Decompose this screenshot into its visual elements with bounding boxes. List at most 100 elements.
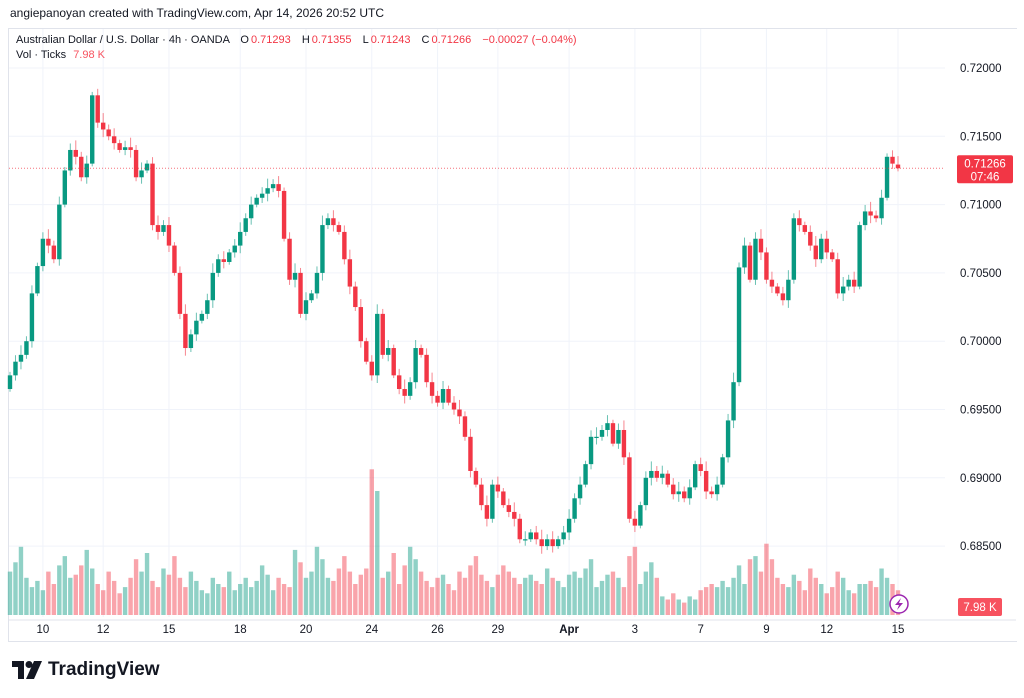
candle-body	[676, 491, 681, 495]
candle	[325, 213, 331, 230]
candle-body	[605, 423, 610, 430]
candle	[270, 179, 276, 193]
candle	[731, 372, 736, 429]
volume-tag-value: 7.98 K	[963, 602, 997, 614]
candle	[166, 217, 172, 253]
candle-body	[188, 334, 194, 349]
candle-body	[325, 218, 331, 226]
candle-body	[347, 259, 353, 287]
candle-body	[725, 420, 731, 458]
candle-body	[561, 532, 566, 540]
volume-bar	[484, 580, 490, 615]
volume-bar	[347, 571, 353, 615]
lightning-icon[interactable]	[889, 594, 909, 614]
candle-body	[758, 238, 764, 253]
volume-bar	[342, 556, 347, 615]
candle	[649, 461, 654, 486]
candle-body	[292, 272, 298, 280]
candle-body	[248, 204, 254, 219]
volume-bar	[386, 571, 391, 615]
volume-bar	[133, 559, 139, 615]
volume-bar	[309, 571, 314, 615]
candle	[435, 390, 440, 407]
volume-bar	[884, 577, 890, 615]
candle-body	[610, 423, 616, 444]
candle	[528, 529, 533, 543]
close-value: 0.71266	[431, 34, 472, 46]
candle	[35, 262, 40, 297]
candle-body	[7, 375, 13, 390]
candle-body	[298, 272, 303, 314]
candle	[106, 124, 111, 141]
candle	[205, 293, 210, 320]
candle-body	[40, 238, 46, 267]
candle-body	[364, 341, 369, 362]
candle-body	[473, 470, 479, 485]
candle	[199, 310, 205, 324]
candle	[851, 271, 857, 293]
candle	[501, 488, 506, 508]
candle-body	[451, 402, 457, 410]
candle-body	[402, 389, 407, 396]
candle	[90, 91, 95, 167]
candle	[895, 156, 901, 172]
symbol-description[interactable]: Australian Dollar / U.S. Dollar · 4h · O…	[16, 34, 230, 46]
candle	[577, 476, 583, 505]
candle	[172, 242, 177, 276]
volume-bar	[517, 584, 522, 615]
volume-bar	[599, 580, 605, 615]
high-value: 0.71355	[311, 34, 352, 46]
candle-body	[440, 389, 446, 403]
volume-bar	[638, 584, 643, 615]
candle-body	[840, 286, 846, 294]
change-value: −0.00027 (−0.04%)	[482, 34, 577, 46]
volume-bar	[35, 580, 40, 615]
candle-body	[884, 156, 890, 198]
close-label: C	[421, 34, 430, 46]
volume-indicator-value: 7.98 K	[73, 49, 105, 61]
tradingview-logo[interactable]: TradingView	[12, 659, 160, 681]
candle	[769, 271, 775, 293]
volume-bar	[325, 577, 331, 615]
candle-body	[824, 238, 829, 253]
candle-body	[649, 470, 654, 478]
price-axis-label: 0.69500	[960, 405, 1002, 417]
candle-body	[166, 225, 172, 246]
candle	[183, 304, 188, 356]
volume-bar	[79, 565, 84, 615]
volume-bar	[523, 577, 528, 615]
volume-bar	[122, 587, 128, 615]
candle	[550, 531, 555, 553]
candle	[369, 355, 374, 381]
candle-body	[342, 231, 347, 260]
candle	[665, 470, 670, 488]
volume-bar	[643, 571, 649, 615]
volume-bar	[813, 577, 818, 615]
candle-body	[764, 252, 769, 280]
price-axis-label: 0.71000	[960, 200, 1002, 212]
volume-bar	[84, 549, 89, 615]
volume-bar	[621, 587, 627, 615]
candle-body	[177, 272, 183, 314]
candle-body	[117, 143, 122, 150]
candle-body	[687, 487, 692, 499]
volume-bar	[51, 584, 57, 615]
candle-body	[18, 354, 24, 362]
candle	[703, 461, 709, 500]
chart-legend: Australian Dollar / U.S. Dollar · 4h · O…	[16, 33, 577, 63]
candle	[68, 143, 73, 176]
candle	[671, 478, 676, 500]
volume-indicator-label[interactable]: Vol · Ticks	[16, 49, 67, 61]
candle-body	[29, 293, 35, 342]
candle-body	[753, 238, 758, 280]
candle	[150, 157, 155, 231]
candle	[227, 248, 232, 265]
candle	[797, 210, 802, 232]
lightning-icon-bolt	[895, 598, 903, 610]
volume-bar	[709, 584, 714, 615]
candle	[692, 460, 698, 491]
candle	[7, 371, 13, 392]
volume-bar	[183, 587, 188, 615]
volume-bar	[758, 571, 764, 615]
